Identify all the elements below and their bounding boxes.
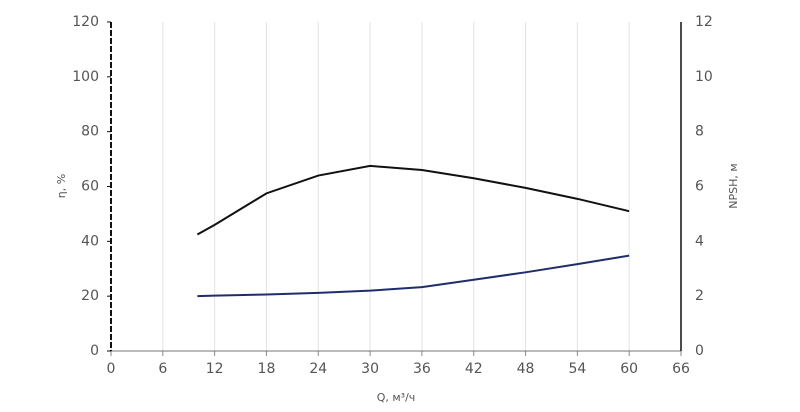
y-tick-label: 80 bbox=[81, 124, 99, 140]
x-tick-label: 66 bbox=[672, 361, 690, 377]
line bbox=[196, 164, 630, 236]
x-tick-label: 24 bbox=[309, 361, 327, 377]
y2-tick-label: 12 bbox=[695, 14, 713, 30]
y2-tick-label: 2 bbox=[695, 288, 704, 304]
x-tick-label: 0 bbox=[107, 361, 116, 377]
y-tick-label: 120 bbox=[72, 14, 99, 30]
y-tick-label: 20 bbox=[81, 288, 99, 304]
y-tick-label: 0 bbox=[90, 343, 99, 359]
y-axis-label: η, % bbox=[55, 174, 68, 198]
x-tick-label: 54 bbox=[568, 361, 586, 377]
y2-tick-label: 4 bbox=[695, 233, 704, 249]
y2-tick-label: 0 bbox=[695, 343, 704, 359]
x-tick-label: 36 bbox=[413, 361, 431, 377]
y2-tick-label: 10 bbox=[695, 69, 713, 85]
x-tick-label: 12 bbox=[206, 361, 224, 377]
x-tick-label: 18 bbox=[258, 361, 276, 377]
line bbox=[197, 254, 630, 298]
y2-axis-label: NPSH, м bbox=[727, 163, 740, 208]
x-axis-label: Q, м³/ч bbox=[377, 391, 416, 404]
x-tick-label: 42 bbox=[465, 361, 483, 377]
x-tick-label: 6 bbox=[158, 361, 167, 377]
x-tick-label: 48 bbox=[517, 361, 535, 377]
y-tick-label: 100 bbox=[72, 69, 99, 85]
y2-tick-label: 8 bbox=[695, 124, 704, 140]
y-tick-label: 60 bbox=[81, 179, 99, 195]
x-tick-label: 30 bbox=[361, 361, 379, 377]
x-tick-label: 60 bbox=[620, 361, 638, 377]
y2-tick-label: 6 bbox=[695, 179, 704, 195]
y-tick-label: 40 bbox=[81, 233, 99, 249]
